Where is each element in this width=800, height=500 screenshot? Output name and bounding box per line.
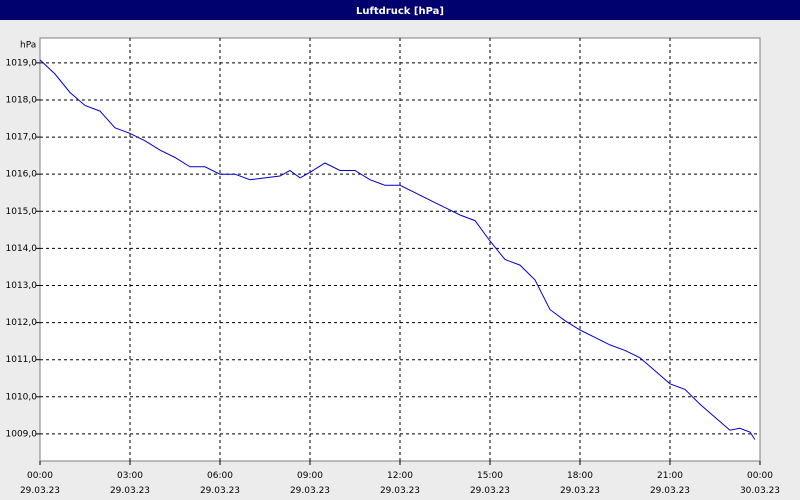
title-bar (0, 0, 800, 20)
y-tick-label: 1011,0 (6, 355, 38, 365)
chart-title: Luftdruck [hPa] (356, 6, 444, 17)
y-tick-label: 1017,0 (6, 133, 38, 143)
x-tick-label: 09:00 29.03.23 (290, 471, 330, 496)
y-tick-label: 1019,0 (6, 58, 38, 68)
x-tick-label: 00:00 30.03.23 (740, 471, 780, 496)
x-tick-label: 12:00 29.03.23 (380, 471, 420, 496)
y-tick-label: 1013,0 (6, 281, 38, 291)
x-tick-label: 21:00 29.03.23 (650, 471, 690, 496)
y-tick-label: 1009,0 (6, 429, 38, 439)
y-tick-label: 1018,0 (6, 95, 38, 105)
y-tick-label: 1010,0 (6, 392, 38, 402)
y-tick-label: 1012,0 (6, 318, 38, 328)
x-tick-label: 03:00 29.03.23 (110, 471, 150, 496)
x-tick-label: 15:00 29.03.23 (470, 471, 510, 496)
y-axis-label: hPa (20, 41, 36, 51)
x-tick-label: 06:00 29.03.23 (200, 471, 240, 496)
x-tick-label: 00:00 29.03.23 (20, 471, 60, 496)
data-line (39, 59, 756, 440)
y-tick-label: 1015,0 (6, 207, 38, 217)
y-tick-label: 1016,0 (6, 170, 38, 180)
x-tick-label: 18:00 29.03.23 (560, 471, 600, 496)
y-tick-label: 1014,0 (6, 244, 38, 254)
